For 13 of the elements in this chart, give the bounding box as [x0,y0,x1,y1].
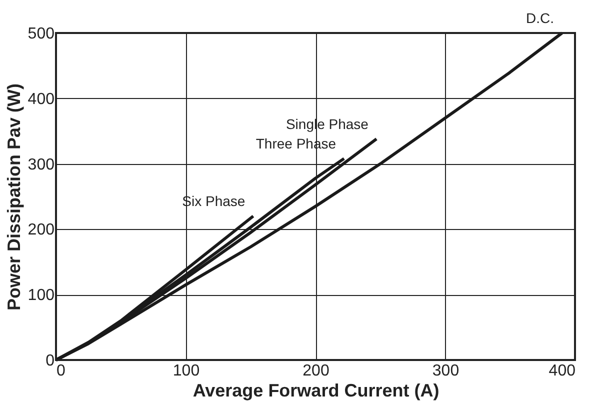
x-tick-label: 0 [56,362,66,380]
y-tick-label: 500 [28,26,55,42]
x-tick-label: 100 [172,362,200,380]
x-tick-label: 200 [302,362,330,380]
y-tick-label: 300 [28,156,55,174]
y-tick-label: 400 [28,90,55,108]
x-tick-label: 400 [548,362,576,380]
x-axis-title: Average Forward Current (A) [192,380,440,400]
y-axis-title: Power Dissipation Pav (W) [4,83,24,311]
series-label: D.C. [526,10,554,26]
y-tick-label: 100 [28,287,55,304]
y-tick-label: 200 [28,222,55,239]
x-tick-label: 300 [432,362,460,380]
